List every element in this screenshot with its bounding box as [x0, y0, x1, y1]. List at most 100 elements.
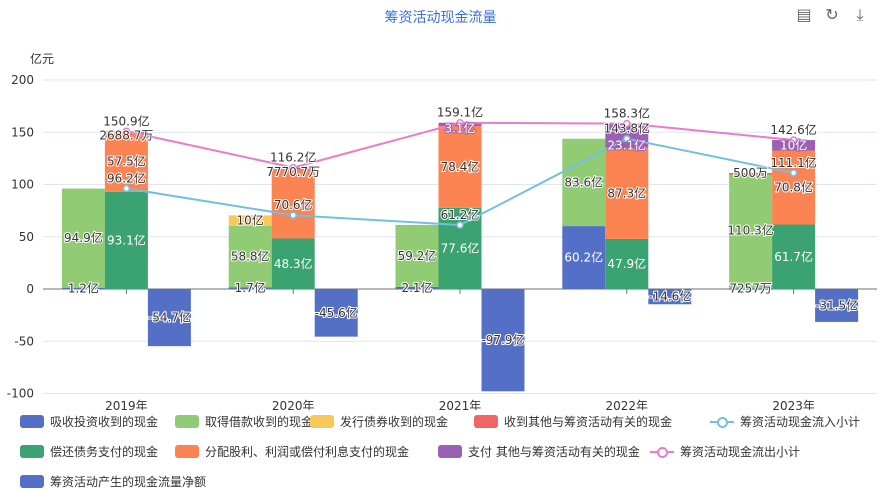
bar-out [605, 238, 649, 289]
data-label: 58.8亿 [231, 249, 270, 264]
data-label: 150.9亿 [103, 113, 149, 128]
bar-in [395, 286, 439, 289]
data-label: 7257万 [729, 282, 772, 296]
data-label: 93.1亿 [107, 232, 146, 247]
data-label: 1.2亿 [68, 280, 99, 295]
data-label: 143.8亿 [604, 121, 650, 136]
data-label: 110.3亿 [727, 223, 773, 238]
legend-label: 收到其他与筹资活动有关的现金 [504, 415, 673, 429]
legend-swatch [175, 445, 199, 458]
bar-net [648, 289, 692, 305]
legend-item[interactable]: 支付 其他与筹资活动有关的现金 [438, 443, 640, 460]
y-tick-label: 150 [11, 125, 34, 139]
data-label: -45.6亿 [315, 305, 358, 320]
legend-item[interactable]: 筹资活动现金流出小计 [650, 443, 800, 460]
bar-out [772, 140, 816, 151]
data-label: 59.2亿 [398, 248, 437, 263]
bar-out [772, 224, 816, 289]
data-label: 10亿 [780, 137, 807, 152]
legend-item[interactable]: 筹资活动现金流入小计 [710, 413, 860, 430]
toolbox: ▤ ↻ ⤓ [795, 5, 869, 25]
data-label: 60.2亿 [564, 250, 603, 265]
data-label: 500万 [733, 166, 768, 180]
data-label: 10亿 [237, 213, 264, 228]
x-tick-label: 2020年 [272, 399, 315, 410]
bar-out [104, 131, 148, 192]
plot-area: -100 -50 0 50 100 150 200 2019年 2020年 2021年 2022年 2… [7, 73, 877, 410]
data-label: 96.2亿 [107, 170, 146, 185]
data-label: -14.6亿 [648, 289, 691, 304]
data-label: 83.6亿 [564, 174, 603, 189]
legend-item[interactable]: 发行债券收到的现金 [310, 413, 448, 430]
line-point [122, 184, 131, 193]
bar-in [562, 226, 606, 289]
legend-label: 筹资活动现金流入小计 [740, 415, 861, 429]
data-label: 77.6亿 [441, 240, 480, 255]
y-tick-label: 100 [11, 178, 34, 192]
legend-line-icon [650, 445, 674, 458]
legend-item[interactable]: 分配股利、利润或偿付利息支付的现金 [175, 443, 409, 460]
bar-in [228, 215, 272, 226]
bar-in [61, 287, 105, 290]
data-label: -54.7亿 [148, 310, 191, 325]
download-icon[interactable]: ⤓ [856, 5, 864, 24]
y-tick-label: 50 [19, 230, 34, 244]
legend-item[interactable]: 筹资活动产生的现金流量净额 [20, 473, 206, 490]
bar-in [729, 172, 773, 289]
legend-swatch [310, 415, 334, 428]
refresh-icon[interactable]: ↻ [825, 5, 839, 24]
bar-in [228, 287, 272, 289]
legend-item[interactable]: 吸收投资收到的现金 [20, 413, 158, 430]
bar-out [271, 238, 315, 289]
legend-swatch [20, 445, 44, 458]
bar-net [815, 289, 859, 322]
data-label: 3.1亿 [444, 120, 475, 135]
data-label: -97.9亿 [481, 332, 524, 347]
legend-item[interactable]: 收到其他与筹资活动有关的现金 [474, 413, 672, 430]
data-label: 116.2亿 [270, 150, 316, 165]
legend-label: 吸收投资收到的现金 [50, 415, 159, 429]
legend-swatch [20, 415, 44, 428]
data-label: 61.7亿 [774, 249, 813, 264]
line-point [456, 118, 464, 127]
legend-line-icon [710, 415, 734, 428]
legend-label: 取得借款收到的现金 [205, 415, 314, 429]
y-axis-unit: 亿元 [30, 52, 55, 66]
legend-swatch [474, 415, 498, 428]
bar-out [271, 168, 315, 239]
line-point [789, 136, 798, 144]
y-tick-label: 200 [11, 73, 34, 87]
data-label: -31.5亿 [815, 297, 858, 312]
bar-in [228, 225, 272, 288]
legend-label: 分配股利、利润或偿付利息支付的现金 [205, 445, 410, 459]
line-point [623, 119, 631, 128]
legend-item[interactable]: 偿还债务支付的现金 [20, 443, 158, 460]
line-point [289, 163, 297, 172]
bar-net [147, 289, 191, 347]
chart-title: 筹资活动现金流量 [384, 10, 497, 26]
legend-swatch [20, 475, 44, 488]
bar-out [104, 191, 148, 289]
data-label: 47.9亿 [607, 256, 646, 271]
bar-in [395, 224, 439, 287]
bar-in [729, 288, 773, 290]
data-label: 159.1亿 [437, 105, 483, 120]
legend-label: 偿还债务支付的现金 [50, 445, 159, 459]
data-label: 61.2亿 [441, 207, 480, 222]
data-label: 142.6亿 [770, 122, 816, 137]
line-point [789, 169, 798, 177]
data-label: 94.9亿 [64, 230, 103, 245]
bar-out [438, 125, 482, 208]
x-tick-label: 2019年 [105, 399, 148, 410]
x-tick-label: 2021年 [439, 399, 482, 410]
line-point [122, 127, 131, 136]
line-point [289, 211, 297, 219]
legend-item[interactable]: 取得借款收到的现金 [175, 413, 313, 430]
data-label: 23.1亿 [607, 138, 646, 153]
data-label: 78.4亿 [441, 159, 480, 174]
data-label: 111.1亿 [770, 155, 816, 170]
data-label: 2688.7万 [99, 128, 153, 142]
data-view-icon[interactable]: ▤ [796, 5, 812, 24]
legend-label: 支付 其他与筹资活动有关的现金 [468, 445, 640, 459]
